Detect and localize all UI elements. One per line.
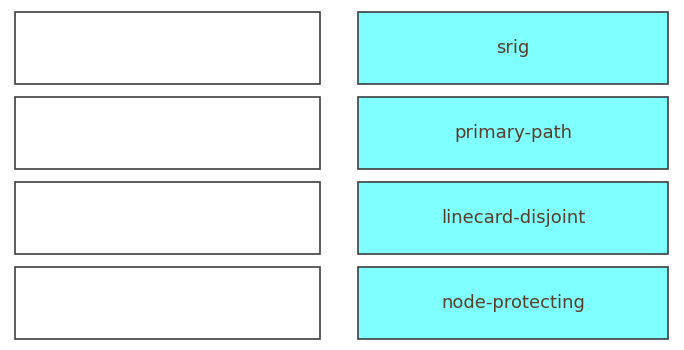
- Bar: [15, 97, 320, 169]
- Text: primary-path: primary-path: [454, 124, 572, 142]
- Text: linecard-disjoint: linecard-disjoint: [441, 209, 585, 227]
- Bar: [358, 267, 668, 339]
- Bar: [15, 267, 320, 339]
- Bar: [358, 12, 668, 84]
- Bar: [15, 182, 320, 254]
- Bar: [15, 12, 320, 84]
- Bar: [358, 182, 668, 254]
- Bar: [358, 97, 668, 169]
- Text: node-protecting: node-protecting: [441, 294, 585, 312]
- Text: srig: srig: [497, 39, 529, 57]
